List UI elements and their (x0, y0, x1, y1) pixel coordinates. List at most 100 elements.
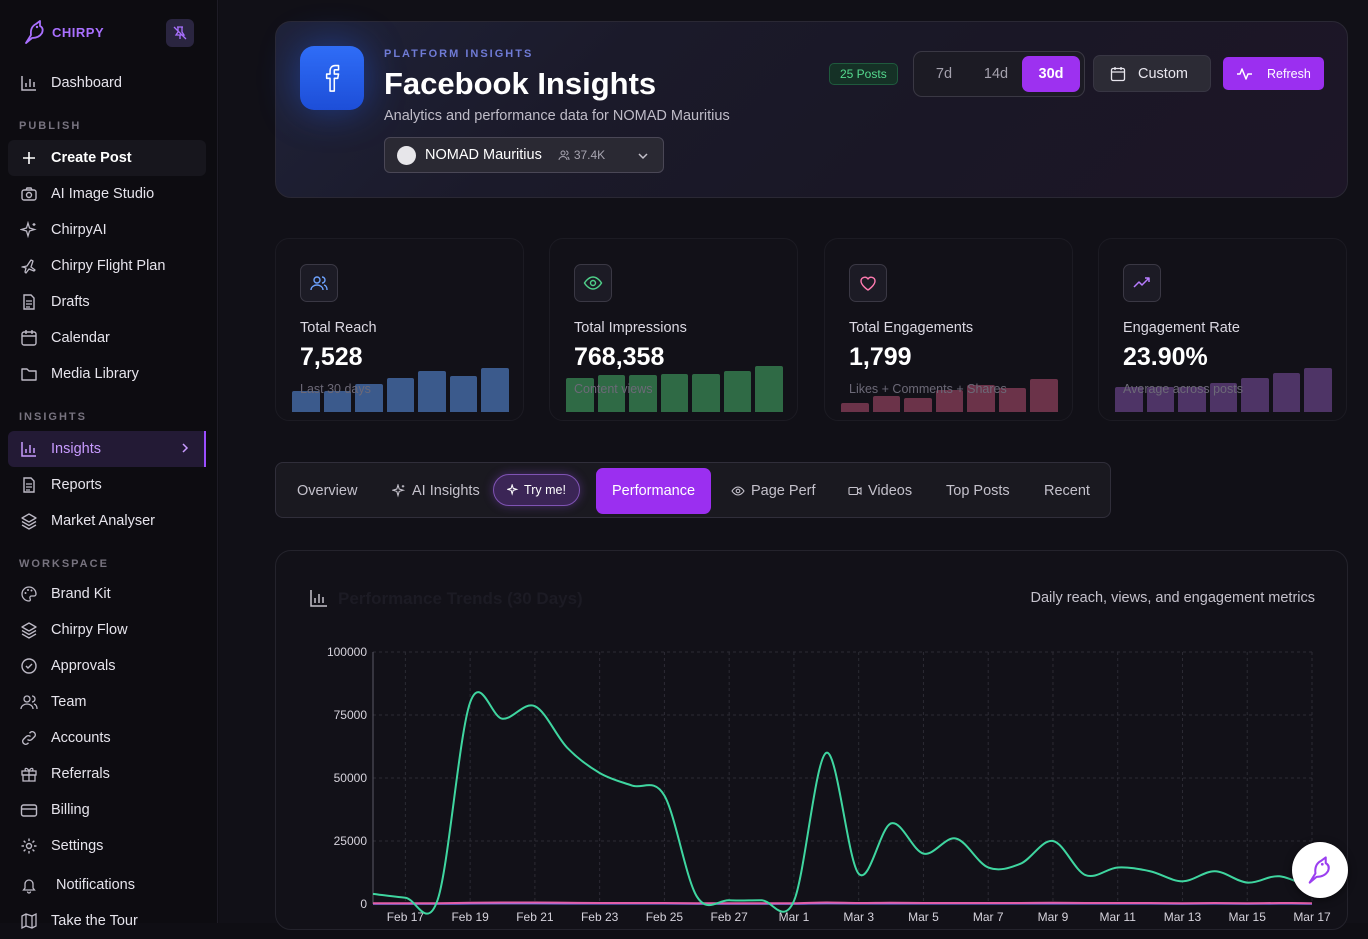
sidebar-item-chirpyai[interactable]: ChirpyAI (8, 212, 206, 248)
x-tick-label: Mar 9 (1038, 910, 1069, 924)
link-icon (19, 728, 39, 748)
collapse-sidebar-button[interactable] (166, 19, 194, 47)
sidebar: CHIRPY Dashboard PUBLISH Create Post AI … (0, 0, 218, 930)
sidebar-item-accounts[interactable]: Accounts (8, 720, 206, 756)
stat-sparkbar (629, 375, 657, 412)
stat-sparkbar (481, 368, 509, 412)
stat-sparkbar (872, 395, 900, 412)
sidebar-item-brand-kit[interactable]: Brand Kit (8, 576, 206, 612)
range-14d-button[interactable]: 14d (983, 66, 1009, 82)
sidebar-item-create-post[interactable]: Create Post (8, 140, 206, 176)
sidebar-item-market-analyser[interactable]: Market Analyser (8, 503, 206, 539)
bar-chart-icon (19, 439, 39, 459)
account-selector[interactable]: NOMAD Mauritius 37.4K (384, 137, 664, 173)
series-line (372, 691, 1313, 915)
sidebar-item-settings[interactable]: Settings (8, 828, 206, 864)
sidebar-item-label: ChirpyAI (51, 222, 107, 238)
y-tick-label: 100000 (327, 645, 367, 659)
sidebar-item-chirpy-flight-plan[interactable]: Chirpy Flight Plan (8, 248, 206, 284)
brand-name: CHIRPY (52, 24, 105, 40)
try-me-label: Try me! (524, 483, 566, 497)
stat-value: 23.90% (1123, 343, 1208, 371)
sidebar-item-take-the-tour[interactable]: Take the Tour (8, 903, 206, 939)
y-tick-label: 50000 (334, 771, 368, 785)
tab-top-posts[interactable]: Top Posts (946, 463, 1010, 519)
custom-range-button[interactable]: Custom (1093, 55, 1211, 92)
stat-sparkbar (967, 385, 995, 412)
series-line (372, 901, 1313, 905)
bar-chart-icon (310, 590, 327, 607)
try-me-button[interactable]: Try me! (493, 474, 580, 506)
stat-value: 768,358 (574, 343, 665, 371)
date-range-selector: 7d 14d 30d (913, 51, 1085, 97)
sidebar-item-referrals[interactable]: Referrals (8, 756, 206, 792)
folder-icon (19, 364, 39, 384)
x-tick-label: Feb 17 (387, 910, 425, 924)
sparkles-icon (507, 484, 519, 496)
performance-line-chart: 0 25000 50000 75000 100000 Feb 17 Feb 19 Feb 21… (327, 645, 1331, 924)
chirpy-assistant-button[interactable] (1292, 842, 1348, 898)
sidebar-item-dashboard[interactable]: Dashboard (8, 65, 206, 101)
stat-sparkbar (998, 388, 1026, 412)
account-name: NOMAD Mauritius (425, 147, 542, 163)
performance-trends-card: Performance Trends (30 Days) Daily reach… (275, 550, 1348, 930)
stat-sparkbar (1209, 383, 1237, 412)
stat-sparkbar (660, 373, 688, 412)
stat-sublabel: Last 30 days (300, 382, 371, 396)
eye-icon (731, 486, 745, 496)
sidebar-item-chirpy-flow[interactable]: Chirpy Flow (8, 612, 206, 648)
stat-label: Total Impressions (574, 320, 687, 336)
stat-sparkbar (935, 389, 963, 412)
insights-tabs: Overview AI Insights Try me! Performance… (275, 462, 1111, 518)
range-7d-button[interactable]: 7d (935, 66, 953, 82)
sidebar-item-team[interactable]: Team (8, 684, 206, 720)
refresh-label: Refresh (1267, 66, 1311, 81)
sidebar-item-label: AI Image Studio (51, 186, 155, 202)
calendar-icon (19, 328, 39, 348)
sidebar-item-insights[interactable]: Insights (8, 431, 206, 467)
range-30d-button[interactable]: 30d (1022, 56, 1080, 92)
tab-label: AI Insights (412, 483, 480, 499)
sidebar-item-calendar[interactable]: Calendar (8, 320, 206, 356)
sidebar-item-reports[interactable]: Reports (8, 467, 206, 503)
bird-logo-icon (25, 20, 44, 44)
sidebar-item-label: Dashboard (51, 75, 122, 91)
chevron-right-icon (182, 443, 189, 453)
sidebar-item-drafts[interactable]: Drafts (8, 284, 206, 320)
refresh-button[interactable]: Refresh (1223, 57, 1324, 90)
tab-label: Videos (868, 483, 913, 499)
tab-page-perf[interactable]: Page Perf (731, 463, 816, 519)
brand-logo[interactable]: CHIRPY (22, 18, 104, 46)
sidebar-item-media-library[interactable]: Media Library (8, 356, 206, 392)
stat-sublabel: Likes + Comments + Shares (849, 382, 1007, 396)
tab-label: Performance (612, 483, 696, 499)
stat-value: 1,799 (849, 343, 912, 371)
posts-count-badge: 25 Posts (829, 63, 898, 85)
sidebar-item-label: Take the Tour (51, 913, 138, 929)
page-subtitle: Analytics and performance data for NOMAD… (384, 108, 730, 124)
stat-sparkbar (355, 384, 383, 412)
y-tick-label: 25000 (334, 834, 368, 848)
tab-videos[interactable]: Videos (848, 463, 912, 519)
x-tick-label: Mar 3 (843, 910, 874, 924)
stat-sparkbar (566, 377, 594, 412)
sidebar-item-label: Reports (51, 477, 102, 493)
tab-overview[interactable]: Overview (297, 463, 357, 519)
sidebar-item-approvals[interactable]: Approvals (8, 648, 206, 684)
sidebar-item-billing[interactable]: Billing (8, 792, 206, 828)
tab-performance[interactable]: Performance (596, 468, 712, 514)
calendar-icon (1110, 66, 1126, 81)
gear-icon (19, 836, 39, 856)
credit-card-icon (19, 800, 39, 820)
stat-sparkbar (597, 375, 625, 412)
tab-ai-insights[interactable]: AI Insights (392, 463, 480, 519)
sidebar-item-label: Drafts (51, 294, 90, 310)
y-tick-label: 0 (360, 897, 367, 911)
sidebar-item-label: Market Analyser (51, 513, 155, 529)
y-tick-label: 75000 (334, 708, 368, 722)
section-label-workspace: WORKSPACE (19, 558, 109, 570)
sidebar-item-notifications[interactable]: Notifications (8, 867, 206, 903)
tab-recent[interactable]: Recent (1044, 463, 1090, 519)
sidebar-item-ai-image-studio[interactable]: AI Image Studio (8, 176, 206, 212)
pin-off-icon (173, 26, 187, 40)
